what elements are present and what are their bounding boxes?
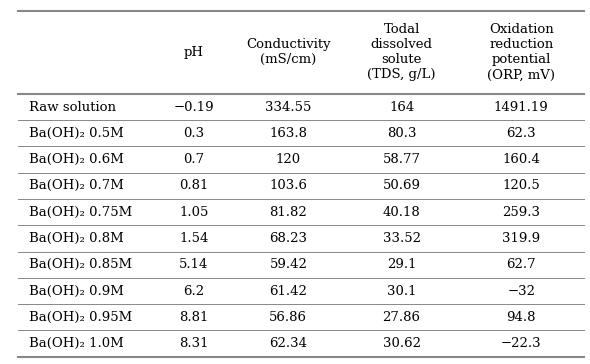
Text: 103.6: 103.6 (269, 179, 307, 193)
Text: Raw solution: Raw solution (29, 100, 116, 114)
Text: Ba(OH)₂ 1.0M: Ba(OH)₂ 1.0M (29, 337, 123, 350)
Text: 56.86: 56.86 (269, 311, 307, 324)
Text: 0.7: 0.7 (183, 153, 205, 166)
Text: 0.81: 0.81 (179, 179, 209, 193)
Text: 319.9: 319.9 (502, 232, 540, 245)
Text: Ba(OH)₂ 0.7M: Ba(OH)₂ 0.7M (29, 179, 124, 193)
Text: 62.7: 62.7 (506, 258, 536, 271)
Text: 81.82: 81.82 (270, 206, 307, 219)
Text: 50.69: 50.69 (382, 179, 421, 193)
Text: Oxidation
reduction
potential
(ORP, mV): Oxidation reduction potential (ORP, mV) (487, 23, 555, 82)
Text: pH: pH (184, 46, 204, 59)
Text: Ba(OH)₂ 0.75M: Ba(OH)₂ 0.75M (29, 206, 132, 219)
Text: 8.81: 8.81 (179, 311, 209, 324)
Text: 29.1: 29.1 (387, 258, 417, 271)
Text: 94.8: 94.8 (506, 311, 536, 324)
Text: Ba(OH)₂ 0.5M: Ba(OH)₂ 0.5M (29, 127, 123, 140)
Text: 0.3: 0.3 (183, 127, 205, 140)
Text: 62.34: 62.34 (269, 337, 307, 350)
Text: 58.77: 58.77 (382, 153, 421, 166)
Text: 120: 120 (276, 153, 301, 166)
Text: −0.19: −0.19 (173, 100, 214, 114)
Text: Ba(OH)₂ 0.6M: Ba(OH)₂ 0.6M (29, 153, 124, 166)
Text: 164: 164 (389, 100, 414, 114)
Text: 27.86: 27.86 (382, 311, 421, 324)
Text: 6.2: 6.2 (183, 285, 205, 297)
Text: 1.54: 1.54 (179, 232, 209, 245)
Text: −32: −32 (507, 285, 535, 297)
Text: 80.3: 80.3 (387, 127, 417, 140)
Text: 1.05: 1.05 (179, 206, 209, 219)
Text: 259.3: 259.3 (502, 206, 540, 219)
Text: Ba(OH)₂ 0.85M: Ba(OH)₂ 0.85M (29, 258, 132, 271)
Text: 59.42: 59.42 (270, 258, 307, 271)
Text: 62.3: 62.3 (506, 127, 536, 140)
Text: 68.23: 68.23 (269, 232, 307, 245)
Text: 334.55: 334.55 (265, 100, 312, 114)
Text: Ba(OH)₂ 0.9M: Ba(OH)₂ 0.9M (29, 285, 124, 297)
Text: 1491.19: 1491.19 (494, 100, 549, 114)
Text: 160.4: 160.4 (502, 153, 540, 166)
Text: Ba(OH)₂ 0.8M: Ba(OH)₂ 0.8M (29, 232, 123, 245)
Text: 163.8: 163.8 (269, 127, 307, 140)
Text: 30.1: 30.1 (387, 285, 417, 297)
Text: Todal
dissolved
solute
(TDS, g/L): Todal dissolved solute (TDS, g/L) (368, 23, 436, 82)
Text: 120.5: 120.5 (502, 179, 540, 193)
Text: 30.62: 30.62 (382, 337, 421, 350)
Text: −22.3: −22.3 (501, 337, 542, 350)
Text: 5.14: 5.14 (179, 258, 209, 271)
Text: 40.18: 40.18 (383, 206, 421, 219)
Text: Conductivity
(mS/cm): Conductivity (mS/cm) (246, 39, 330, 66)
Text: 8.31: 8.31 (179, 337, 209, 350)
Text: Ba(OH)₂ 0.95M: Ba(OH)₂ 0.95M (29, 311, 132, 324)
Text: 61.42: 61.42 (270, 285, 307, 297)
Text: 33.52: 33.52 (382, 232, 421, 245)
